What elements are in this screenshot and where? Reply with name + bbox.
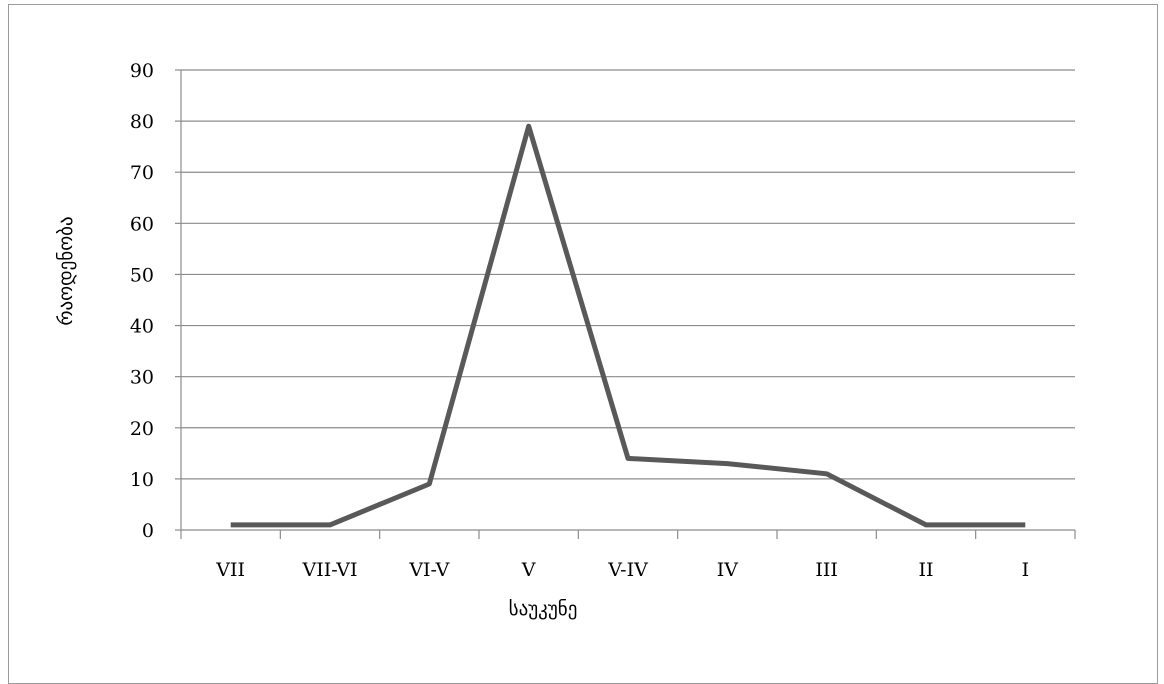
- x-tick-label: III: [815, 559, 838, 581]
- y-tick-label: 60: [130, 213, 154, 235]
- y-tick-label: 30: [130, 367, 154, 389]
- x-tick-label: VII-VI: [302, 559, 358, 581]
- x-tick-label: IV: [717, 559, 739, 581]
- y-tick-label: 0: [142, 520, 154, 542]
- y-tick-label: 50: [130, 264, 154, 286]
- x-tick-label: VII: [215, 559, 245, 581]
- x-tick-label: I: [1022, 559, 1030, 581]
- x-axis-title: საუკუნე: [509, 598, 578, 620]
- y-tick-label: 70: [130, 162, 154, 184]
- y-tick-label: 20: [130, 418, 154, 440]
- x-tick-label: V-IV: [607, 559, 648, 581]
- y-tick-label: 40: [130, 316, 154, 338]
- y-tick-label: 90: [130, 60, 154, 82]
- y-tick-labels: 0 10 20 30 40 50 60 70 80 90: [130, 60, 154, 542]
- y-axis-title: რაოდენობა: [55, 216, 77, 325]
- x-tick-label: II: [918, 559, 933, 581]
- x-tick-label: VI-V: [408, 559, 449, 581]
- gridlines: [181, 70, 1075, 479]
- x-tick-label: V: [521, 559, 536, 581]
- y-tick-label: 10: [130, 469, 154, 491]
- axes: [175, 70, 1075, 539]
- y-tick-label: 80: [130, 111, 154, 133]
